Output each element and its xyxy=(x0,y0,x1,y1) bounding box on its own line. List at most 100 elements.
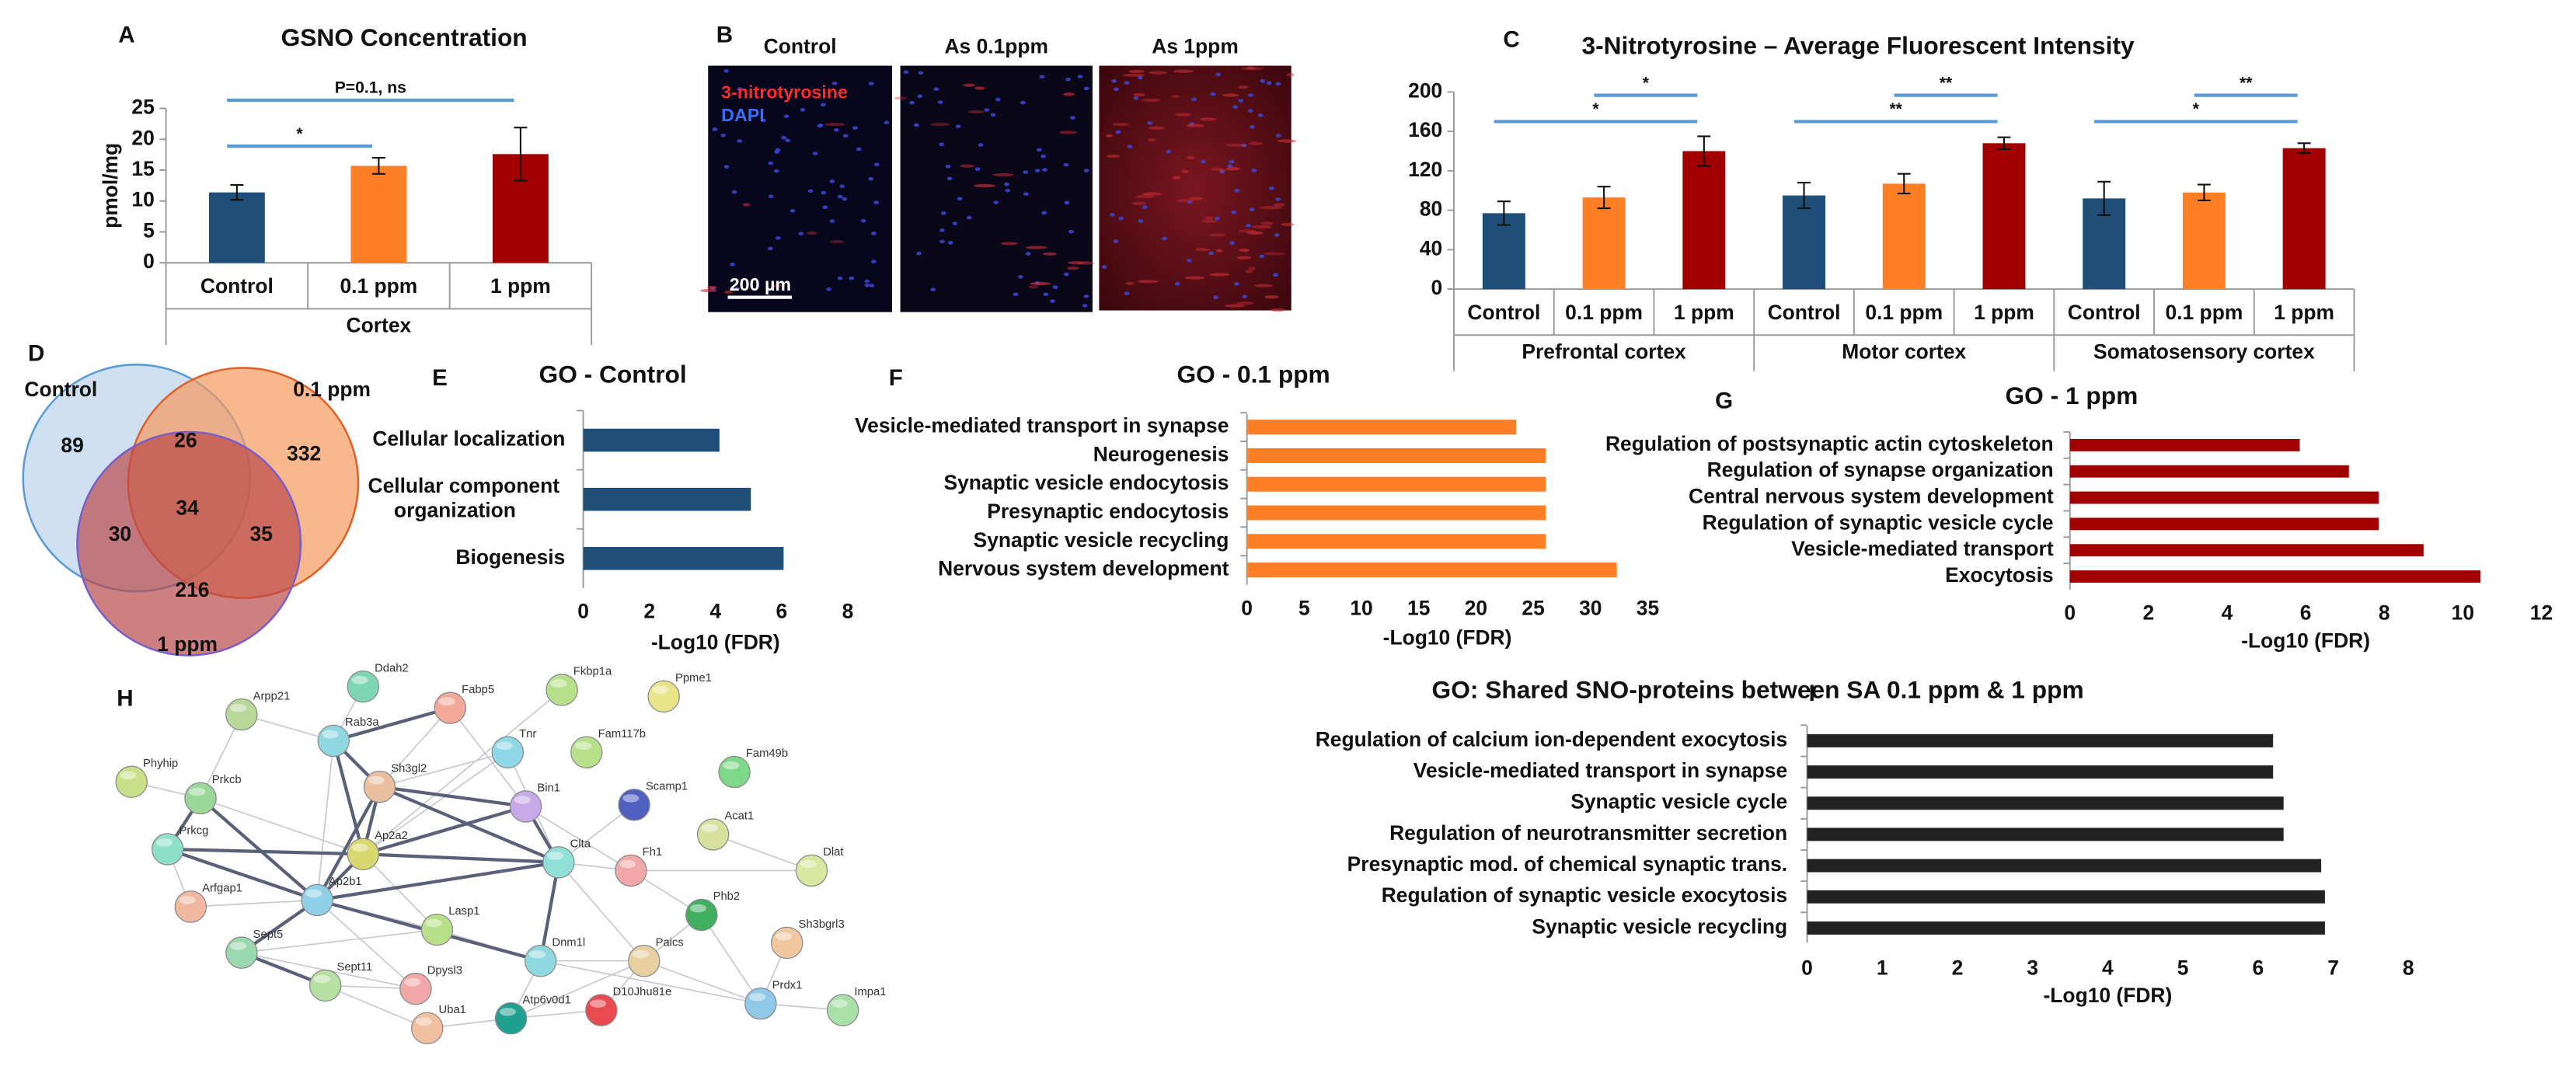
node-label: Arfgap1 xyxy=(202,883,242,895)
bar xyxy=(1246,420,1516,435)
node-highlight xyxy=(590,999,607,1008)
nucleus xyxy=(1269,186,1274,190)
y-tick-label: 5 xyxy=(143,218,155,242)
bar xyxy=(2069,465,2349,478)
network-node xyxy=(494,1002,528,1035)
nucleus xyxy=(1233,282,1239,286)
stain xyxy=(1137,280,1159,284)
stain xyxy=(707,285,717,290)
network-edge xyxy=(713,834,812,872)
nucleus xyxy=(817,124,824,127)
node-highlight xyxy=(404,977,421,987)
stain xyxy=(1225,167,1240,171)
stain xyxy=(1030,281,1051,286)
micrograph xyxy=(708,65,893,312)
nucleus xyxy=(1162,236,1167,241)
bar xyxy=(2069,517,2379,531)
stain xyxy=(1251,225,1272,229)
stain xyxy=(1237,85,1249,89)
network-edge xyxy=(379,785,526,809)
x-tick-label: 5 xyxy=(1298,596,1310,619)
x-tick-label: 1 ppm xyxy=(1974,301,2034,324)
stain xyxy=(1133,92,1145,96)
label-line: organization xyxy=(394,499,516,522)
network-node xyxy=(647,680,680,713)
nucleus xyxy=(1068,229,1074,234)
nucleus xyxy=(842,134,849,138)
stain xyxy=(1269,308,1287,312)
node-highlight xyxy=(622,794,640,803)
network-edge xyxy=(525,806,632,872)
node-label: Tnr xyxy=(519,728,536,740)
node-label: Sept5 xyxy=(253,928,284,941)
category-label: Neurogenesis xyxy=(1093,442,1229,465)
network-edge xyxy=(333,706,451,743)
node-label: Acat1 xyxy=(724,810,754,823)
nucleus xyxy=(1210,92,1216,96)
network-edge xyxy=(362,751,508,855)
micrograph xyxy=(1099,65,1291,311)
stain xyxy=(1218,169,1226,172)
nucleus xyxy=(1013,292,1019,297)
nucleus xyxy=(734,287,740,291)
bar xyxy=(1807,827,2284,841)
bar xyxy=(583,487,751,511)
network-edge xyxy=(167,847,364,856)
stain xyxy=(1189,197,1203,200)
error-bar xyxy=(1797,182,1811,210)
stain xyxy=(829,239,845,244)
network-node xyxy=(317,724,350,758)
network-node xyxy=(491,736,525,768)
stain-label: DAPI xyxy=(721,105,765,125)
bar xyxy=(1246,563,1617,578)
network-node xyxy=(718,755,751,789)
network-edge xyxy=(190,899,318,907)
x-tick-label: 0 xyxy=(577,600,589,623)
x-tick-label: 1 xyxy=(1877,956,1888,979)
nucleus xyxy=(833,128,839,132)
significance-label: ** xyxy=(1940,74,1953,92)
network-node xyxy=(696,818,730,851)
node-highlight xyxy=(322,730,339,739)
x-tick-label: 8 xyxy=(2403,956,2414,979)
nucleus xyxy=(800,107,806,112)
nucleus xyxy=(1036,148,1042,152)
venn-count: 89 xyxy=(61,434,83,457)
y-tick-label: 25 xyxy=(131,96,154,119)
bar xyxy=(2069,570,2481,583)
network-node xyxy=(434,692,467,724)
stain xyxy=(1246,231,1264,235)
x-tick-label: 0 xyxy=(2064,601,2076,625)
category-label: Presynaptic mod. of chemical synaptic tr… xyxy=(1347,852,1787,876)
network-edge xyxy=(200,797,364,855)
y-tick-label: 10 xyxy=(131,188,154,211)
bar xyxy=(1982,143,2026,290)
bar xyxy=(1882,183,1926,290)
nucleus xyxy=(826,287,831,291)
network-node xyxy=(546,674,578,706)
chart-title: GO - 0.1 ppm xyxy=(1176,360,1330,388)
category-label: Presynaptic endocytosis xyxy=(987,500,1229,523)
node-label: Rab3a xyxy=(345,716,379,729)
nucleus xyxy=(873,200,880,204)
bar xyxy=(2069,491,2379,504)
nucleus xyxy=(1041,154,1046,159)
nucleus xyxy=(1201,159,1206,164)
nucleus xyxy=(1020,100,1026,105)
stain xyxy=(1184,276,1205,280)
group-label: Motor cortex xyxy=(1842,340,1966,363)
stain xyxy=(1043,252,1057,256)
venn-count: 26 xyxy=(174,429,197,452)
node-label: Phyhip xyxy=(143,758,178,770)
network-node xyxy=(225,936,258,969)
node-label: Fh1 xyxy=(643,846,662,859)
nucleus xyxy=(1065,77,1071,82)
network-node xyxy=(420,913,454,946)
node-label: Prkcg xyxy=(180,825,209,838)
node-highlight xyxy=(547,852,564,860)
node-label: Scamp1 xyxy=(646,781,688,793)
nucleus xyxy=(1109,212,1115,217)
network-edge xyxy=(540,960,762,1005)
stain xyxy=(723,290,733,294)
bar xyxy=(2069,544,2424,557)
